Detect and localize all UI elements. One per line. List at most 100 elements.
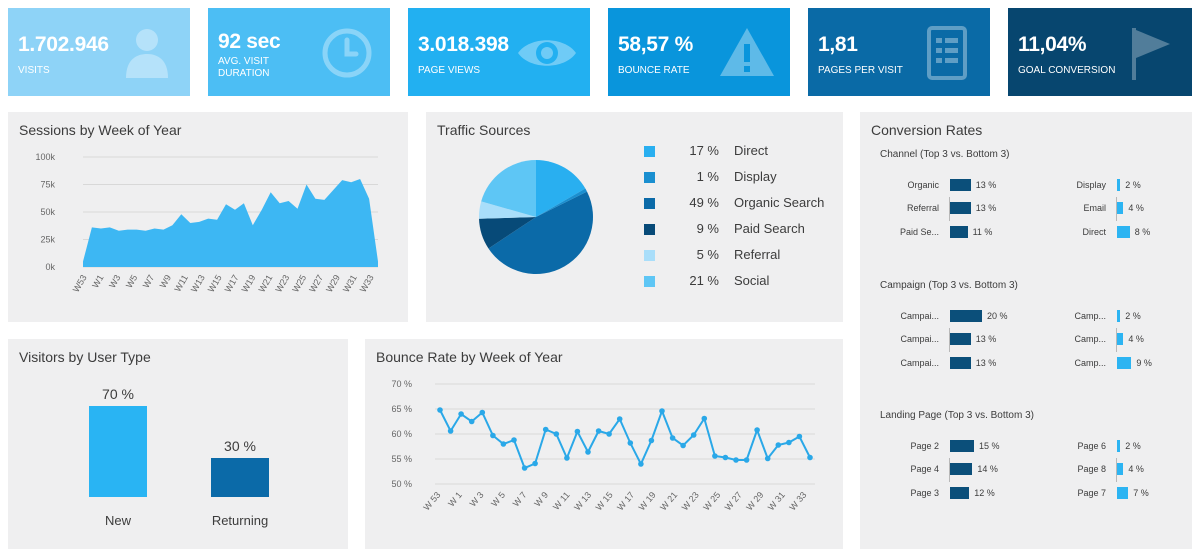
x-tick-label: W9 (158, 273, 173, 290)
data-point (521, 465, 528, 471)
conversion-bar (1117, 202, 1124, 214)
conversion-value: 11 % (972, 227, 993, 237)
kpi-avg-visit-duration: 92 sec AVG. VISIT DURATION (208, 8, 390, 96)
visitors-chart: 70 % New 30 % Returning (89, 386, 269, 528)
data-point (595, 428, 602, 434)
data-point (796, 433, 803, 440)
data-point (659, 408, 665, 414)
y-tick-label: 25k (40, 235, 55, 245)
data-point (648, 437, 655, 444)
y-tick-label: 100k (35, 152, 55, 162)
sessions-title: Sessions by Week of Year (19, 122, 182, 138)
conversion-value: 13 % (975, 358, 997, 368)
x-tick-label: W29 (324, 273, 342, 294)
legend-label: Social (734, 273, 770, 288)
axis-line (949, 197, 950, 221)
data-point (722, 454, 729, 461)
conversion-value: 9 % (1136, 358, 1152, 368)
pie-slice-paid-search (479, 217, 536, 249)
conversion-value: 4 % (1128, 464, 1144, 474)
data-point (669, 435, 676, 441)
data-point (690, 432, 697, 438)
x-tick-label: W 5 (489, 490, 507, 509)
data-point (627, 440, 634, 446)
data-point (701, 415, 708, 422)
clock-icon (322, 28, 372, 78)
conversion-value: 2 % (1125, 441, 1141, 451)
data-point (458, 411, 464, 417)
x-tick-label: W 15 (594, 490, 615, 513)
data-point (712, 453, 718, 459)
bar-value-label: 30 % (224, 438, 256, 454)
data-point (616, 416, 623, 422)
conversion-section-title: Landing Page (Top 3 vs. Bottom 3) (880, 410, 1034, 421)
x-tick-label: W 23 (680, 490, 701, 513)
kpi-label: GOAL CONVERSION (1018, 65, 1116, 76)
axis-line (1116, 197, 1117, 221)
x-tick-label: W17 (223, 273, 241, 294)
data-point (786, 439, 792, 446)
x-tick-label: W19 (240, 273, 258, 294)
legend-label: Paid Search (734, 221, 805, 236)
x-tick-label: W25 (290, 273, 308, 294)
y-tick-label: 60 % (391, 429, 412, 439)
pie-slice-referral (479, 201, 536, 219)
data-point (585, 449, 591, 455)
conversion-bar (1117, 310, 1121, 322)
kpi-value: 1.702.946 (18, 33, 109, 56)
data-point (574, 428, 581, 435)
kpi-label: PAGE VIEWS (418, 65, 481, 76)
kpi-goal-conversion: 11,04% GOAL CONVERSION (1008, 8, 1192, 96)
conversion-bar (1117, 226, 1130, 238)
x-tick-label: W 19 (637, 490, 658, 513)
kpi-label: VISITS (18, 65, 50, 76)
kpi-value: 3.018.398 (418, 33, 509, 56)
category-label: Returning (212, 513, 268, 528)
x-tick-label: W 33 (787, 490, 808, 513)
x-tick-label: W 7 (511, 490, 529, 509)
bar-new (89, 406, 147, 497)
conversion-bar (950, 226, 968, 238)
x-tick-label: W11 (172, 273, 190, 293)
legend-label: Organic Search (734, 195, 825, 210)
conversion-section-title: Campaign (Top 3 vs. Bottom 3) (880, 280, 1018, 291)
conversion-bar (950, 487, 970, 499)
data-point (437, 407, 443, 413)
conversion-row-label: Campai... (900, 358, 939, 368)
conversion-row-label: Page 3 (910, 488, 939, 498)
conversion-value: 2 % (1125, 311, 1141, 321)
conversion-row-label: Referral (906, 203, 939, 213)
kpi-label: PAGES PER VISIT (818, 65, 903, 76)
kpi-label: BOUNCE RATE (618, 65, 690, 76)
x-tick-label: W 27 (723, 490, 744, 513)
traffic-panel: Traffic Sources 17 % Direct 1 % Display 49 %… (426, 112, 843, 322)
legend-label: Referral (734, 247, 781, 262)
data-point (606, 431, 612, 437)
data-point (754, 427, 760, 433)
conversion-bar (950, 333, 971, 345)
x-tick-label: W23 (273, 273, 291, 294)
conversion-value: 7 % (1133, 488, 1149, 498)
legend-swatch (644, 146, 655, 157)
conversion-row-label: Direct (1082, 227, 1106, 237)
x-tick-label: W27 (307, 273, 325, 294)
category-label: New (105, 513, 132, 528)
conversion-row-label: Page 8 (1077, 464, 1106, 474)
legend-label: Direct (734, 143, 768, 158)
conversion-value: 13 % (975, 180, 997, 190)
y-tick-label: 70 % (391, 379, 412, 389)
conversion-bar (950, 463, 973, 475)
data-point (775, 442, 782, 448)
kpi-page-views: 3.018.398 PAGE VIEWS (408, 8, 590, 96)
bounce-panel: Bounce Rate by Week of Year 70 % 65 % 60 %… (365, 339, 843, 549)
x-tick-label: W21 (257, 273, 275, 294)
conversion-value: 14 % (977, 464, 998, 474)
axis-line (1116, 458, 1117, 482)
conversion-bar (950, 179, 971, 191)
conversion-value: 4 % (1128, 334, 1144, 344)
conversion-bar (950, 440, 974, 452)
kpi-bounce-rate: 58,57 % BOUNCE RATE (608, 8, 790, 96)
x-tick-label: W7 (141, 273, 156, 290)
conversion-row-label: Camp... (1074, 334, 1106, 344)
conversion-bar (950, 357, 971, 369)
